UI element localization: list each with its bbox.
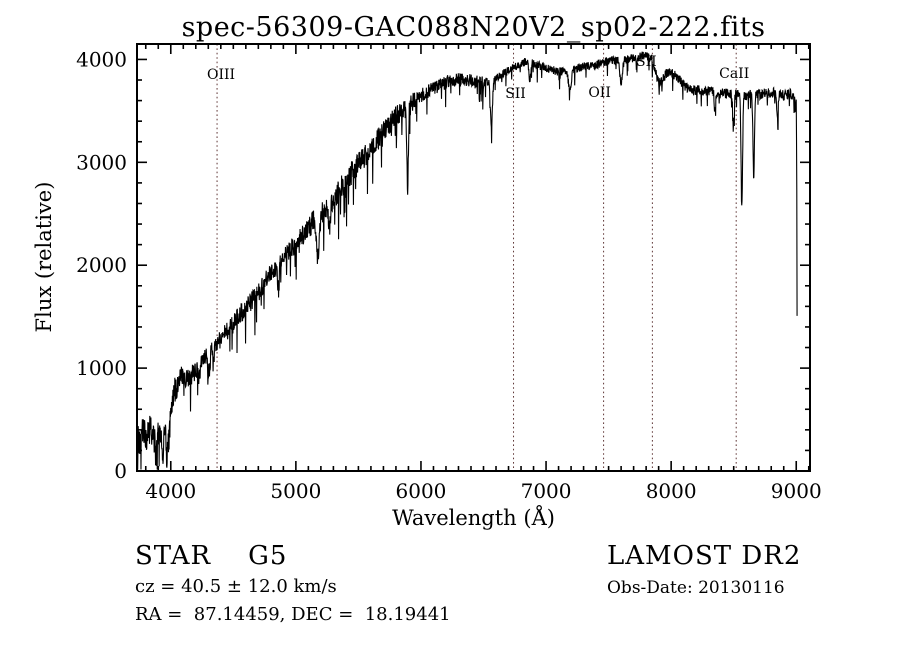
spectral-line-label: CaII bbox=[719, 66, 749, 82]
x-tick-label: 5000 bbox=[270, 479, 321, 503]
x-tick-label: 9000 bbox=[771, 479, 822, 503]
plot-title: spec-56309-GAC088N20V2_sp02-222.fits bbox=[181, 12, 766, 43]
spectrum-trace bbox=[136, 51, 798, 470]
y-tick-label: 1000 bbox=[76, 356, 127, 380]
x-axis-label: Wavelength (Å) bbox=[392, 506, 555, 530]
y-tick-label: 3000 bbox=[76, 150, 127, 174]
obs-date-text: Obs-Date: 20130116 bbox=[607, 578, 785, 598]
spectral-line-label: OIII bbox=[207, 67, 235, 83]
x-tick-label: 8000 bbox=[646, 479, 697, 503]
x-tick-label: 6000 bbox=[396, 479, 447, 503]
cz-velocity-text: cz = 40.5 ± 12.0 km/s bbox=[135, 576, 337, 597]
plot-frame bbox=[136, 43, 811, 472]
x-tick-label: 4000 bbox=[145, 479, 196, 503]
y-tick-label: 2000 bbox=[76, 253, 127, 277]
x-tick-label: 7000 bbox=[521, 479, 572, 503]
ra-dec-text: RA = 87.14459, DEC = 18.19441 bbox=[135, 604, 451, 625]
spectral-line-label: SII bbox=[505, 86, 526, 102]
spectral-line-label: OII bbox=[588, 85, 611, 101]
survey-text: LAMOST DR2 bbox=[607, 541, 802, 571]
y-tick-label: 4000 bbox=[76, 47, 127, 71]
y-tick-label: 0 bbox=[114, 459, 127, 483]
object-class-text: STAR G5 bbox=[135, 541, 288, 571]
